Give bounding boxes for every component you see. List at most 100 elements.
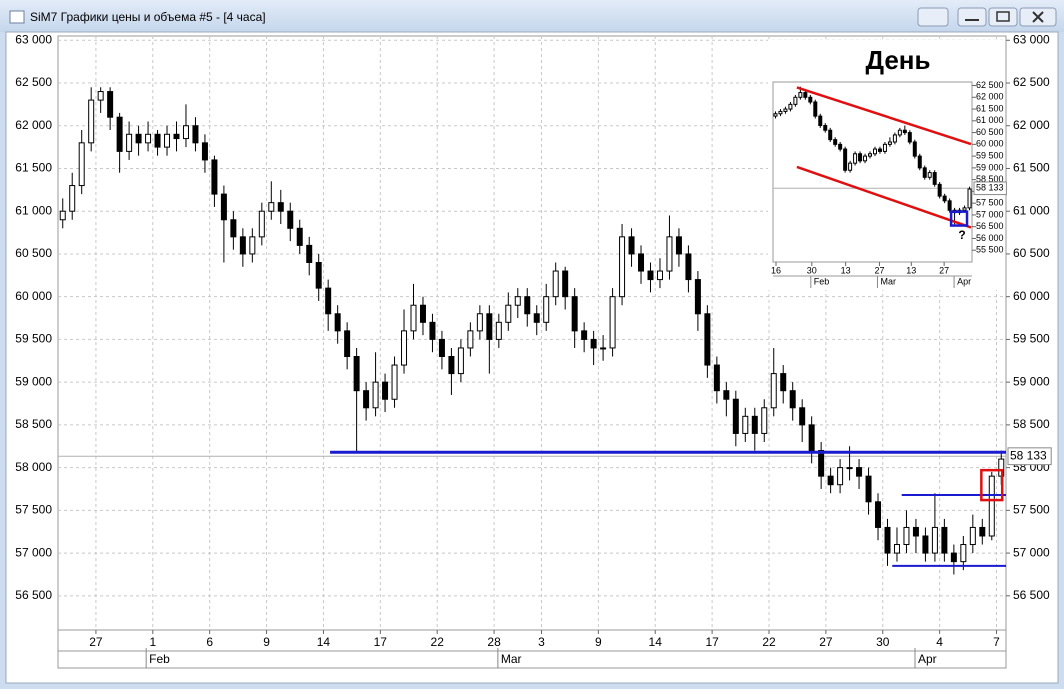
candle-body (917, 155, 922, 169)
candle-body (872, 148, 877, 155)
candle-body (713, 364, 720, 392)
candle-body (220, 193, 227, 221)
candle-body (868, 153, 873, 157)
candle-body (742, 415, 749, 434)
candle-body (647, 270, 654, 281)
candle-body (239, 236, 246, 255)
candle-body (382, 381, 389, 400)
candle-body (69, 185, 76, 212)
candle-body (581, 330, 588, 340)
candle-body (783, 108, 788, 112)
x-tick-label: 27 (819, 635, 833, 649)
candle-body (988, 475, 995, 537)
candle-body (827, 475, 834, 486)
y-tick-label: 62 000 (976, 92, 1004, 102)
candle-body (922, 167, 927, 178)
candle-body (808, 424, 815, 452)
candle-body (467, 330, 474, 349)
candle-body (798, 92, 803, 98)
maximize-button[interactable] (988, 7, 1018, 27)
candle-body (211, 159, 218, 195)
inset-title: День (866, 45, 931, 75)
candle-body (838, 143, 843, 150)
candle-body (751, 415, 758, 434)
y-tick-label: 61 500 (976, 103, 1004, 113)
candle-body (486, 313, 493, 340)
candle-body (410, 304, 417, 332)
x-tick-label: 27 (89, 635, 103, 649)
candle-body (803, 92, 808, 98)
x-tick-label: 22 (431, 635, 445, 649)
candle-body (907, 132, 912, 143)
candle-body (897, 129, 902, 136)
month-label: Apr (918, 652, 937, 666)
close-icon (1032, 11, 1044, 23)
last-price-box (1007, 447, 1052, 466)
candle-body (628, 236, 635, 255)
y-tick-label: 57 500 (15, 503, 52, 517)
candle-body (892, 134, 897, 143)
candle-body (666, 236, 673, 272)
y-tick-label: 63 000 (15, 32, 52, 46)
candle-body (931, 526, 938, 554)
x-tick-label: 14 (317, 635, 331, 649)
candle-body (600, 347, 607, 350)
candle-body (116, 116, 123, 152)
y-tick-label: 59 000 (1013, 374, 1050, 388)
candle-body (315, 261, 322, 289)
candle-body (154, 133, 161, 148)
candle-body (903, 526, 910, 546)
candle-body (960, 544, 967, 563)
x-tick-label: 27 (874, 265, 884, 275)
y-tick-label: 59 500 (976, 150, 1004, 160)
candle-body (438, 338, 445, 358)
candle-body (514, 296, 521, 306)
candle-body (778, 110, 783, 115)
month-label: Apr (957, 276, 971, 286)
candle-body (875, 501, 882, 528)
candle-body (277, 202, 284, 212)
candle-body (937, 183, 942, 197)
candle-body (638, 253, 645, 272)
anchor-button[interactable] (917, 7, 949, 27)
y-tick-label: 57 000 (976, 209, 1004, 219)
trend-line (796, 165, 972, 229)
x-tick-label: 16 (771, 265, 781, 275)
candle-body (609, 296, 616, 349)
y-tick-label: 56 500 (976, 221, 1004, 231)
x-axis-area (57, 629, 1007, 669)
candle-body (126, 133, 133, 152)
candle-body (962, 207, 967, 211)
candle-body (858, 153, 863, 162)
candle-body (704, 313, 711, 366)
y-tick-label: 59 500 (1013, 332, 1050, 346)
candle-body (344, 330, 351, 358)
candle-body (173, 133, 180, 140)
candle-body (902, 129, 907, 134)
candle-body (856, 467, 863, 477)
candle-body (296, 227, 303, 246)
candle-body (429, 321, 436, 340)
candle-body (788, 103, 793, 110)
candle-body (230, 219, 237, 238)
y-tick-label: 61 000 (976, 115, 1004, 125)
y-tick-label: 61 000 (1013, 203, 1050, 217)
y-tick-label: 59 000 (15, 374, 52, 388)
highlight-box (949, 210, 969, 227)
x-tick-label: 9 (595, 635, 602, 649)
candle-body (675, 236, 682, 255)
candle-body (192, 125, 199, 144)
candle-body (619, 236, 626, 298)
y-tick-label: 60 500 (15, 246, 52, 260)
y-tick-label: 58 500 (1013, 417, 1050, 431)
candle-body (107, 91, 114, 118)
candle-body (789, 390, 796, 409)
candle-body (543, 296, 550, 323)
month-label: Mar (501, 652, 522, 666)
candle-body (59, 210, 66, 221)
y-tick-label: 62 000 (1013, 118, 1050, 132)
candle-body (887, 141, 892, 145)
minimize-button[interactable] (957, 7, 987, 27)
y-tick-label: 60 000 (976, 139, 1004, 149)
candle-body (818, 115, 823, 127)
